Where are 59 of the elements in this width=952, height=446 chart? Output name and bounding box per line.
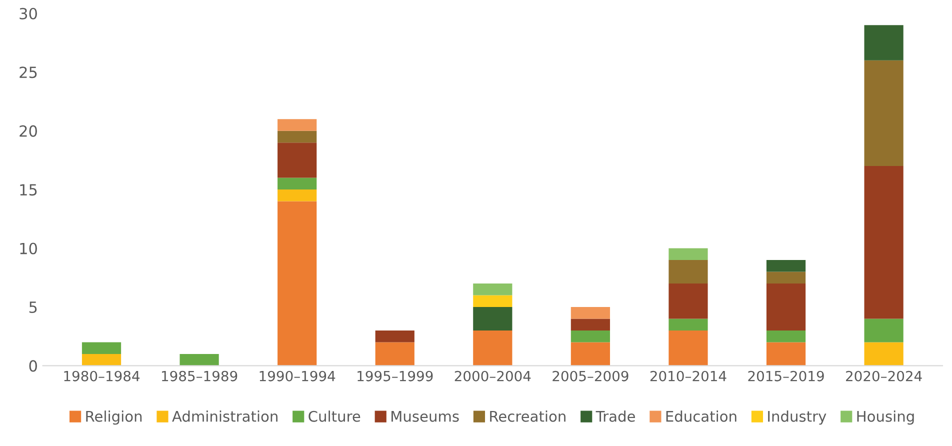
x-tick-label: 2000–2004 — [454, 370, 531, 382]
legend-label: Administration — [172, 410, 278, 422]
bar — [375, 342, 414, 366]
bar — [570, 318, 610, 330]
bar — [668, 330, 708, 366]
bar — [82, 342, 122, 354]
legend-label: Museums — [392, 411, 459, 422]
bar — [864, 60, 904, 166]
bar — [278, 190, 317, 202]
bar — [278, 142, 317, 178]
bar — [864, 318, 904, 342]
bar — [278, 178, 317, 190]
bar — [766, 284, 806, 330]
legend-label: Housing — [857, 410, 914, 425]
bar — [473, 295, 512, 307]
bar — [668, 248, 708, 260]
bar — [570, 330, 610, 342]
legend-label: Industry — [768, 410, 826, 425]
bar — [570, 342, 610, 366]
bar — [473, 330, 512, 366]
bar — [668, 260, 708, 284]
bar — [278, 119, 317, 131]
x-tick-label: 2015–2019 — [748, 370, 824, 382]
bar — [278, 130, 317, 143]
legend-label: Recreation — [490, 410, 566, 422]
legend-label: Religion — [86, 410, 142, 425]
bar — [668, 318, 708, 330]
y-tick-label: 10 — [20, 242, 37, 254]
bar — [473, 284, 512, 296]
y-tick-label: 0 — [29, 360, 37, 372]
bar — [668, 284, 708, 319]
y-tick-label: 5 — [29, 302, 37, 314]
bar — [864, 166, 904, 319]
bar — [766, 330, 806, 342]
bar — [766, 342, 806, 366]
x-tick-label: 1990–1994 — [260, 370, 336, 382]
x-tick-label: 2005–2009 — [552, 370, 628, 382]
bar — [570, 306, 610, 319]
y-tick-label: 25 — [20, 66, 37, 78]
x-tick-label: 1995–1999 — [358, 370, 433, 382]
x-tick-label: 2020–2024 — [846, 370, 922, 382]
bar — [766, 272, 806, 284]
bar — [864, 25, 904, 60]
y-tick-label: 30 — [20, 8, 37, 20]
bar — [473, 306, 512, 330]
legend-label: Education — [666, 410, 736, 422]
y-tick-label: 20 — [20, 125, 37, 137]
bar — [180, 354, 219, 366]
y-tick-label: 15 — [20, 184, 37, 196]
x-tick-label: 1980–1984 — [64, 370, 140, 382]
bar — [82, 354, 122, 366]
x-tick-label: 1985–1989 — [162, 370, 238, 382]
legend-label: Culture — [308, 410, 360, 422]
bar — [766, 260, 806, 272]
x-tick-label: 2010–2014 — [650, 370, 726, 382]
bar — [375, 330, 414, 342]
legend-label: Trade — [596, 410, 635, 422]
bar — [864, 342, 904, 366]
bar — [278, 201, 317, 366]
